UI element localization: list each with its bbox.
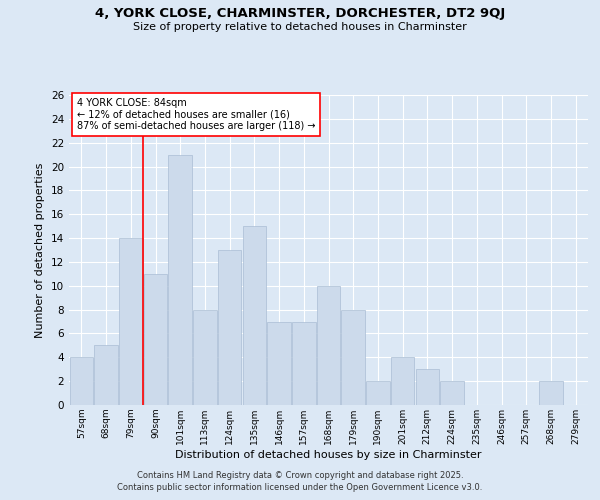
Text: 4, YORK CLOSE, CHARMINSTER, DORCHESTER, DT2 9QJ: 4, YORK CLOSE, CHARMINSTER, DORCHESTER, … xyxy=(95,8,505,20)
Bar xyxy=(391,358,415,405)
Bar xyxy=(144,274,167,405)
Text: 4 YORK CLOSE: 84sqm
← 12% of detached houses are smaller (16)
87% of semi-detach: 4 YORK CLOSE: 84sqm ← 12% of detached ho… xyxy=(77,98,315,132)
Bar xyxy=(169,154,192,405)
Bar xyxy=(366,381,389,405)
Bar xyxy=(341,310,365,405)
Bar xyxy=(218,250,241,405)
X-axis label: Distribution of detached houses by size in Charminster: Distribution of detached houses by size … xyxy=(175,450,482,460)
Text: Contains HM Land Registry data © Crown copyright and database right 2025.: Contains HM Land Registry data © Crown c… xyxy=(137,471,463,480)
Text: Contains public sector information licensed under the Open Government Licence v3: Contains public sector information licen… xyxy=(118,484,482,492)
Bar xyxy=(94,346,118,405)
Bar xyxy=(242,226,266,405)
Bar xyxy=(539,381,563,405)
Bar xyxy=(70,358,93,405)
Bar xyxy=(440,381,464,405)
Bar xyxy=(193,310,217,405)
Bar xyxy=(317,286,340,405)
Y-axis label: Number of detached properties: Number of detached properties xyxy=(35,162,46,338)
Bar xyxy=(268,322,291,405)
Bar xyxy=(119,238,143,405)
Bar xyxy=(416,369,439,405)
Text: Size of property relative to detached houses in Charminster: Size of property relative to detached ho… xyxy=(133,22,467,32)
Bar xyxy=(292,322,316,405)
